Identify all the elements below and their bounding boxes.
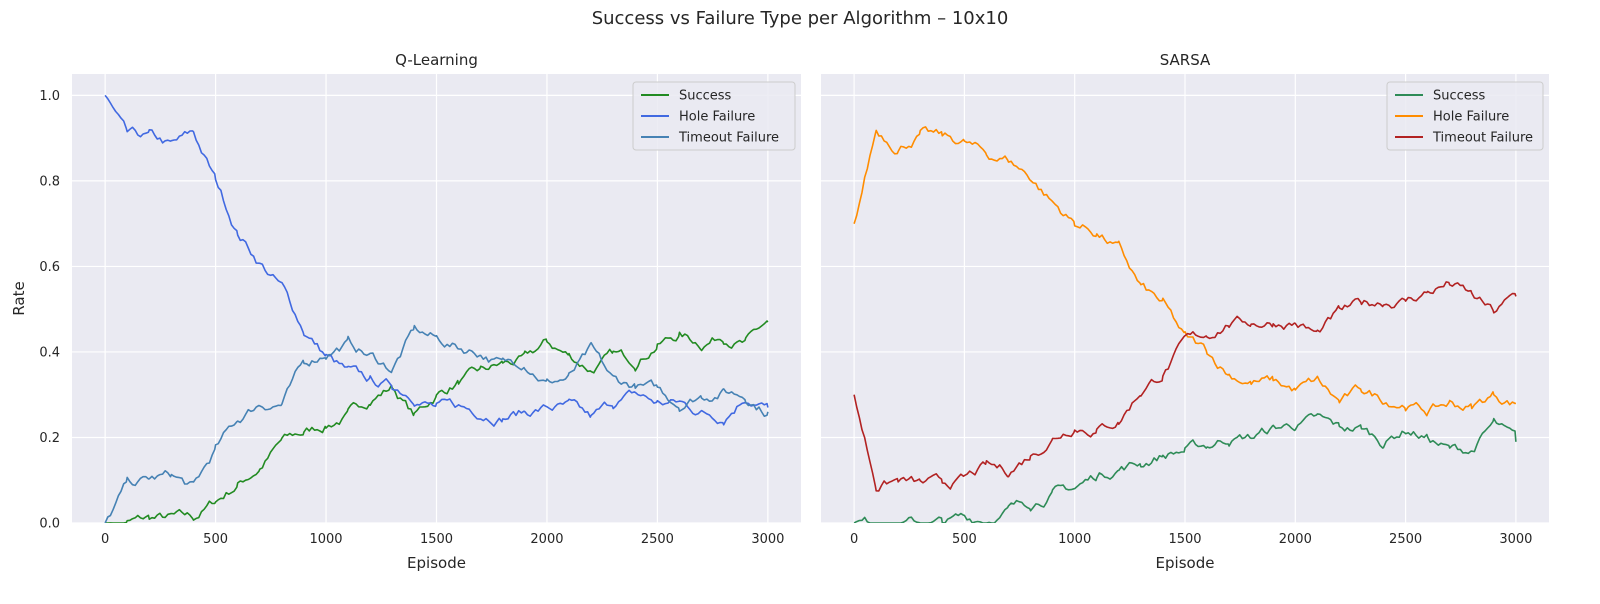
x-tick-label: 1500 — [1168, 532, 1201, 547]
y-tick-label: 0.4 — [39, 345, 60, 360]
legend-label: Success — [1433, 89, 1486, 104]
series-line-success — [853, 413, 1517, 523]
legend-label: Timeout Failure — [1432, 131, 1533, 146]
chart-title: Q-Learning — [395, 51, 478, 69]
x-axis-label: Episode — [407, 554, 466, 572]
legend-label: Hole Failure — [1433, 110, 1509, 125]
x-tick-label: 2500 — [1389, 532, 1422, 547]
legend-label: Timeout Failure — [678, 131, 779, 146]
chart-title: SARSA — [1160, 51, 1211, 69]
y-tick-label: 0.6 — [39, 260, 60, 275]
x-tick-label: 500 — [203, 532, 228, 547]
x-tick-label: 0 — [850, 532, 858, 547]
y-tick-label: 0.2 — [39, 431, 60, 446]
y-tick-label: 0.0 — [39, 517, 60, 532]
x-axis-label: Episode — [1156, 554, 1215, 572]
x-tick-label: 3000 — [751, 532, 784, 547]
chart-panel-1: 0 500 1000 1500 2000 2500 3000 0.0 0.2 0.4 0.6 0.8 1… — [10, 51, 801, 572]
legend-label: Hole Failure — [679, 110, 755, 125]
series-line-hole-failure — [104, 94, 769, 427]
y-tick-label: 1.0 — [39, 89, 60, 104]
series-line-hole-failure — [853, 126, 1516, 417]
y-axis-label: Rate — [10, 281, 28, 315]
series-line-success — [105, 320, 769, 523]
x-tick-label: 1500 — [420, 532, 453, 547]
y-tick-label: 0.8 — [39, 174, 60, 189]
x-tick-label: 3000 — [1499, 532, 1532, 547]
legend: Success Hole Failure Timeout Failure — [1386, 81, 1544, 151]
legend-label: Success — [679, 89, 732, 104]
x-tick-label: 1000 — [309, 532, 342, 547]
x-tick-label: 2500 — [641, 532, 674, 547]
legend-box — [632, 81, 796, 151]
figure-title: Success vs Failure Type per Algorithm – … — [591, 8, 1009, 29]
chart-panel-2: 0 500 1000 1500 2000 2500 3000 Episode SARSA Succ… — [821, 51, 1549, 572]
legend-box — [1386, 81, 1544, 151]
x-tick-label: 500 — [952, 532, 977, 547]
x-tick-label: 0 — [101, 532, 109, 547]
series-line-timeout-failure — [104, 324, 769, 523]
x-tick-label: 2000 — [1279, 532, 1312, 547]
legend: Success Hole Failure Timeout Failure — [632, 81, 796, 151]
series-line-timeout-failure — [853, 281, 1517, 492]
x-tick-label: 1000 — [1058, 532, 1091, 547]
x-tick-label: 2000 — [530, 532, 563, 547]
